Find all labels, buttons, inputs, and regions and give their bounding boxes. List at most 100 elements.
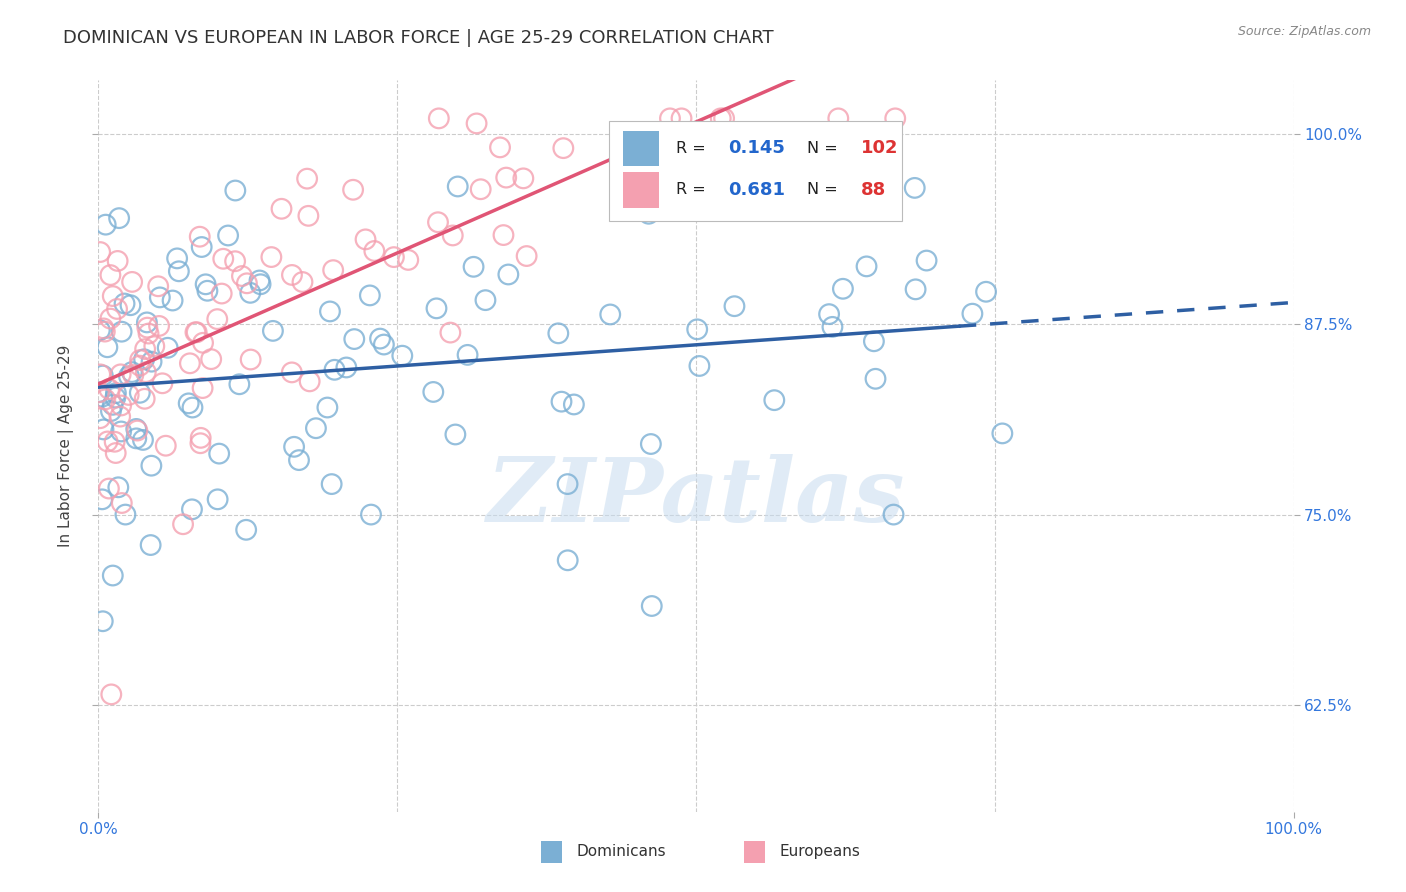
Point [640,437,662,451]
Point [495,170,517,185]
Point [904,282,927,296]
Point [239,285,262,300]
Point [710,112,733,126]
Point [141,354,163,368]
Point [498,268,520,282]
Point [463,260,485,274]
Point [865,372,887,386]
Text: Source: ZipAtlas.com: Source: ZipAtlas.com [1237,25,1371,38]
Point [295,171,318,186]
Point [121,365,143,379]
Text: 102: 102 [860,139,898,157]
Point [291,275,314,289]
Point [107,480,129,494]
Point [818,307,841,321]
Point [96,340,118,354]
Point [167,264,190,278]
Point [224,254,246,268]
Point [162,293,184,308]
Point [763,393,786,408]
Point [91,368,114,383]
Point [231,268,253,283]
Text: ZIPatlas: ZIPatlas [488,454,904,541]
Point [172,517,194,532]
Point [260,250,283,264]
Point [382,250,405,264]
Point [132,433,155,447]
Point [134,352,156,367]
Point [87,385,110,400]
Point [637,207,659,221]
Point [288,453,311,467]
Point [298,375,321,389]
Text: R =: R = [676,183,710,197]
Point [138,326,160,341]
Point [447,179,470,194]
Point [98,382,121,396]
Point [373,337,395,351]
Text: N =: N = [807,183,838,197]
Point [87,385,110,400]
Point [194,277,217,292]
Point [181,502,204,516]
Point [197,284,219,298]
Point [827,112,849,126]
Point [129,353,152,368]
Point [962,307,984,321]
Point [425,301,447,316]
Point [363,244,385,258]
Point [489,140,512,154]
Point [659,112,682,126]
Point [557,477,579,491]
Point [118,369,141,384]
Point [236,277,259,291]
Point [319,304,342,318]
Point [190,240,212,254]
Point [89,411,111,425]
Point [211,286,233,301]
Point [100,687,122,701]
Point [166,252,188,266]
Point [97,482,120,496]
Point [128,385,150,400]
Point [703,182,725,196]
Point [190,431,212,445]
Text: Dominicans: Dominicans [576,845,666,860]
Point [100,268,122,282]
Point [94,218,117,232]
Point [120,298,142,312]
Point [89,323,111,337]
Point [190,436,212,450]
Point [441,228,464,243]
Point [91,390,114,404]
Point [96,434,118,449]
Point [359,288,381,302]
FancyBboxPatch shape [541,841,562,863]
Point [457,348,479,362]
Point [444,427,467,442]
Point [335,360,357,375]
Point [177,396,200,410]
Point [883,508,905,522]
Point [127,424,149,438]
Point [368,332,391,346]
Point [422,384,444,399]
Point [297,209,319,223]
Point [94,392,117,407]
Point [89,368,111,382]
Point [228,377,250,392]
Point [305,421,328,435]
Point [283,440,305,454]
Point [224,184,246,198]
Point [150,376,173,391]
Text: 0.145: 0.145 [728,139,785,157]
Point [547,326,569,341]
Point [281,365,304,379]
Point [354,232,377,246]
Point [671,112,693,126]
Point [855,260,877,274]
Text: Europeans: Europeans [780,845,860,860]
Point [101,568,124,582]
Point [186,325,208,339]
Point [100,404,122,418]
